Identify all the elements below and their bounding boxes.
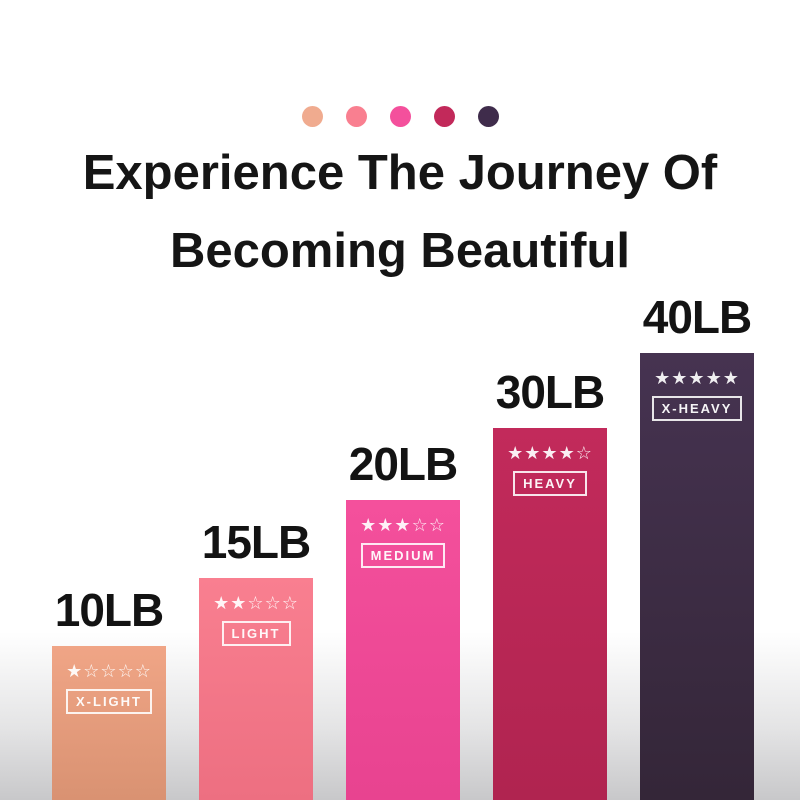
bar-10lb: 10LB ★☆☆☆☆ X-LIGHT bbox=[52, 584, 166, 800]
weight-label: 20LB bbox=[348, 438, 458, 490]
bar-15lb: 15LB ★★☆☆☆ LIGHT bbox=[199, 516, 313, 800]
star-rating: ★★★★☆ bbox=[507, 443, 593, 464]
palette-dot-medium-icon bbox=[389, 106, 411, 127]
palette-dot-heavy-icon bbox=[433, 106, 455, 127]
palette-dots bbox=[0, 106, 800, 127]
star-rating: ★★★★★ bbox=[654, 368, 740, 389]
weight-label: 40LB bbox=[642, 291, 752, 343]
level-badge-row: X-HEAVY bbox=[640, 396, 754, 421]
palette-dot-light-icon bbox=[345, 106, 367, 127]
weight-label: 30LB bbox=[495, 366, 605, 418]
level-badge: LIGHT bbox=[221, 621, 291, 646]
level-badge-row: HEAVY bbox=[493, 471, 607, 496]
level-badge: MEDIUM bbox=[360, 543, 446, 568]
bar-40lb: 40LB ★★★★★ X-HEAVY bbox=[640, 291, 754, 800]
level-badge-row: X-LIGHT bbox=[52, 689, 166, 714]
weight-label: 15LB bbox=[201, 516, 311, 568]
page-title: Experience The Journey Of Becoming Beaut… bbox=[0, 134, 800, 290]
weight-label: 10LB bbox=[54, 584, 164, 636]
star-rating: ★☆☆☆☆ bbox=[66, 661, 152, 682]
level-badge: X-HEAVY bbox=[651, 396, 743, 421]
level-badge-row: LIGHT bbox=[199, 621, 313, 646]
palette-dot-x-light-icon bbox=[301, 106, 323, 127]
bar-20lb: 20LB ★★★☆☆ MEDIUM bbox=[346, 438, 460, 800]
star-rating: ★★★☆☆ bbox=[360, 515, 446, 536]
level-badge-row: MEDIUM bbox=[346, 543, 460, 568]
page-title-line-1: Experience The Journey Of bbox=[82, 146, 718, 200]
level-badge: HEAVY bbox=[513, 471, 587, 496]
bar-30lb: 30LB ★★★★☆ HEAVY bbox=[493, 366, 607, 800]
level-badge: X-LIGHT bbox=[66, 689, 152, 714]
star-rating: ★★☆☆☆ bbox=[213, 593, 299, 614]
palette-dot-x-heavy-icon bbox=[477, 106, 499, 127]
page-title-line-2: Becoming Beautiful bbox=[169, 224, 631, 278]
